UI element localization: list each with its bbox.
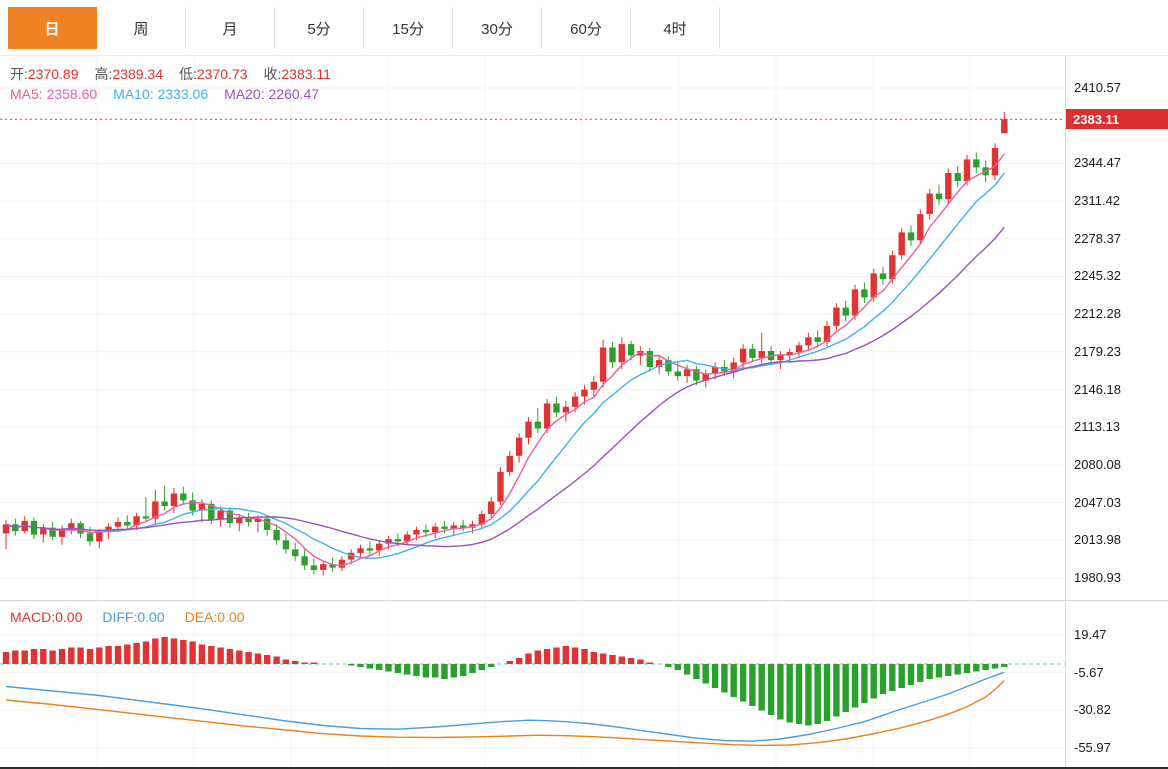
ma20-readout: MA20: 2260.47	[224, 86, 320, 102]
tab-week[interactable]: 周	[97, 7, 186, 49]
ohlc-readout: 开:2370.89 高:2389.34 低:2370.73 收:2383.11	[10, 64, 331, 84]
price-axis-label: 2080.08	[1074, 456, 1121, 472]
price-axis-label: 2013.98	[1074, 532, 1121, 548]
candlestick-chart-svg[interactable]	[0, 56, 1065, 600]
dea-value: DEA:0.00	[184, 609, 245, 625]
open-readout: 开:2370.89	[10, 66, 79, 82]
low-readout: 低:2370.73	[179, 66, 248, 82]
macd-axis-label: 19.47	[1074, 626, 1107, 642]
ma-readout: MA5: 2358.60 MA10: 2333.06 MA20: 2260.47	[10, 86, 319, 102]
tab-30min[interactable]: 30分	[453, 7, 542, 49]
macd-readout: MACD:0.00 DIFF:0.00 DEA:0.00	[10, 609, 245, 625]
macd-axis-label: -5.67	[1074, 664, 1104, 680]
tab-month[interactable]: 月	[186, 7, 275, 49]
ma5-readout: MA5: 2358.60	[10, 86, 98, 102]
high-readout: 高:2389.34	[94, 66, 164, 82]
tab-15min[interactable]: 15分	[364, 7, 453, 49]
price-axis-label: 2047.03	[1074, 494, 1121, 510]
price-axis-label: 1980.93	[1074, 570, 1121, 585]
price-axis-label: 2146.18	[1074, 381, 1121, 397]
current-price-badge: 2383.11	[1066, 109, 1168, 130]
tab-60min[interactable]: 60分	[542, 7, 631, 49]
diff-value: DIFF:0.00	[102, 609, 165, 625]
tab-4hour[interactable]: 4时	[631, 7, 720, 49]
macd-chart-svg[interactable]	[0, 601, 1065, 769]
price-axis: 2410.57 2344.47 2311.42 2278.37 2245.32 2212.…	[1065, 56, 1168, 600]
price-axis-label: 2113.13	[1074, 419, 1121, 435]
price-axis-label: 2344.47	[1074, 155, 1121, 171]
tab-5min[interactable]: 5分	[275, 7, 364, 49]
tab-day[interactable]: 日	[8, 7, 97, 49]
price-axis-label: 2179.23	[1074, 343, 1121, 359]
price-axis-label: 2278.37	[1074, 230, 1121, 246]
close-readout: 收:2383.11	[263, 66, 331, 82]
main-chart-area[interactable]: 开:2370.89 高:2389.34 低:2370.73 收:2383.11 …	[0, 56, 1065, 600]
macd-panel[interactable]: MACD:0.00 DIFF:0.00 DEA:0.00	[0, 600, 1065, 769]
price-axis-label: 2410.57	[1074, 80, 1121, 95]
price-axis-label: 2311.42	[1074, 193, 1121, 209]
macd-value: MACD:0.00	[10, 609, 83, 625]
price-axis-label: 2245.32	[1074, 268, 1121, 284]
ma10-readout: MA10: 2333.06	[113, 86, 209, 102]
macd-axis-label: -55.97	[1074, 739, 1111, 755]
macd-axis-label: -30.82	[1074, 702, 1111, 718]
macd-axis: 19.47 -5.67 -30.82 -55.97	[1065, 600, 1168, 769]
timeframe-tabbar: 日 周 月 5分 15分 30分 60分 4时	[0, 0, 1168, 56]
price-axis-label: 2212.28	[1074, 306, 1121, 322]
window-bottom-border	[0, 767, 1168, 769]
